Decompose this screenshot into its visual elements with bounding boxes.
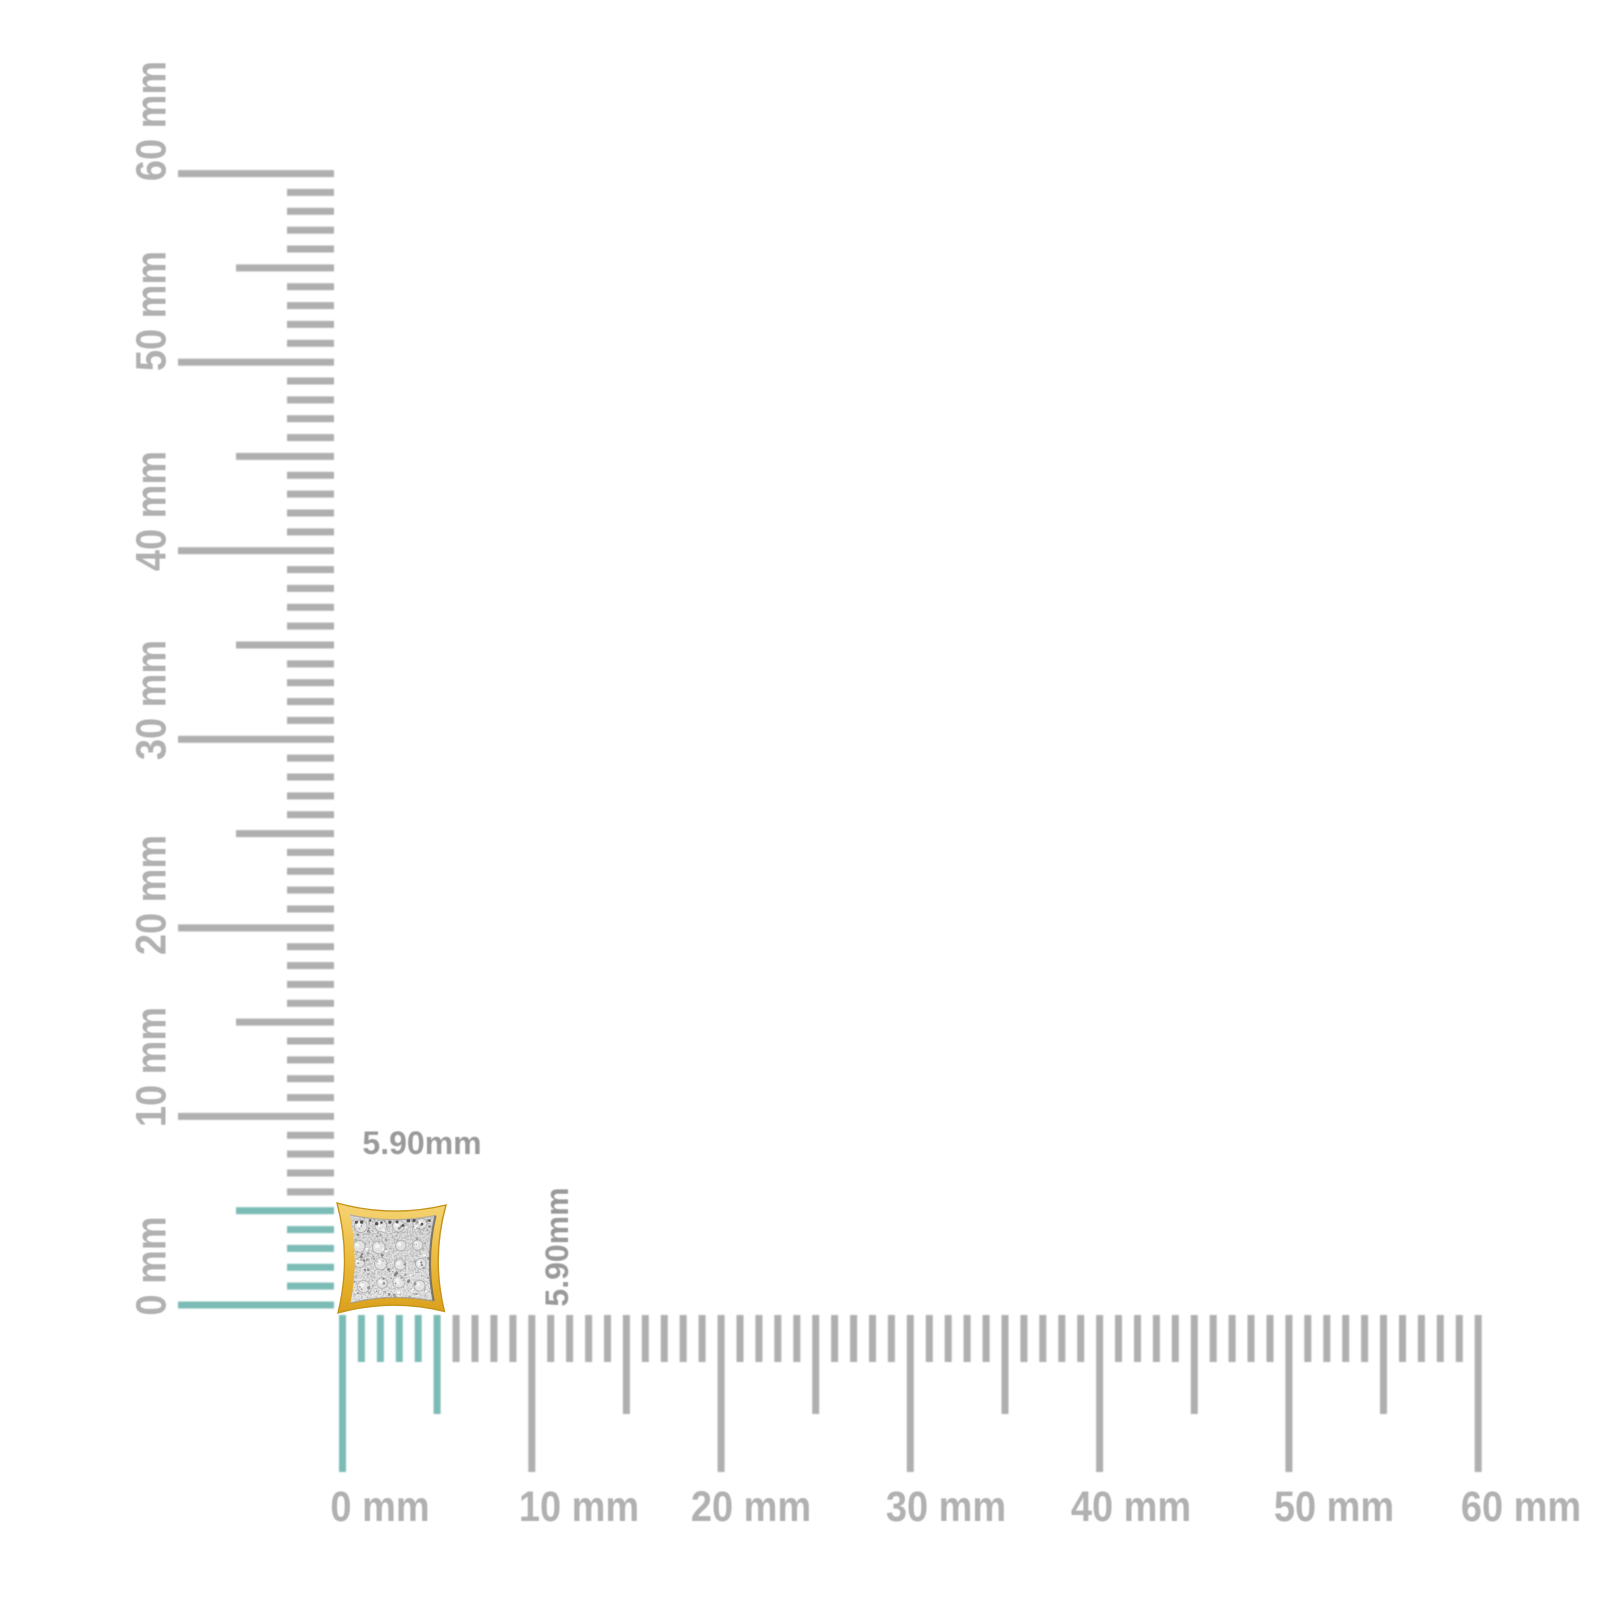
svg-text:10 mm: 10 mm — [519, 1482, 639, 1531]
svg-text:20 mm: 20 mm — [126, 835, 175, 955]
svg-text:5.90mm: 5.90mm — [539, 1187, 575, 1306]
svg-text:0 mm: 0 mm — [126, 1216, 175, 1315]
svg-text:5.90mm: 5.90mm — [362, 1125, 481, 1161]
svg-text:60 mm: 60 mm — [1461, 1482, 1581, 1531]
svg-text:50 mm: 50 mm — [126, 251, 175, 371]
svg-text:20 mm: 20 mm — [691, 1482, 811, 1531]
svg-text:40 mm: 40 mm — [1071, 1482, 1191, 1531]
svg-text:30 mm: 30 mm — [126, 640, 175, 760]
svg-text:10 mm: 10 mm — [126, 1007, 175, 1127]
svg-text:40 mm: 40 mm — [126, 451, 175, 571]
svg-text:50 mm: 50 mm — [1274, 1482, 1394, 1531]
svg-text:30 mm: 30 mm — [886, 1482, 1006, 1531]
svg-text:60 mm: 60 mm — [126, 61, 175, 181]
svg-text:0 mm: 0 mm — [330, 1482, 429, 1531]
